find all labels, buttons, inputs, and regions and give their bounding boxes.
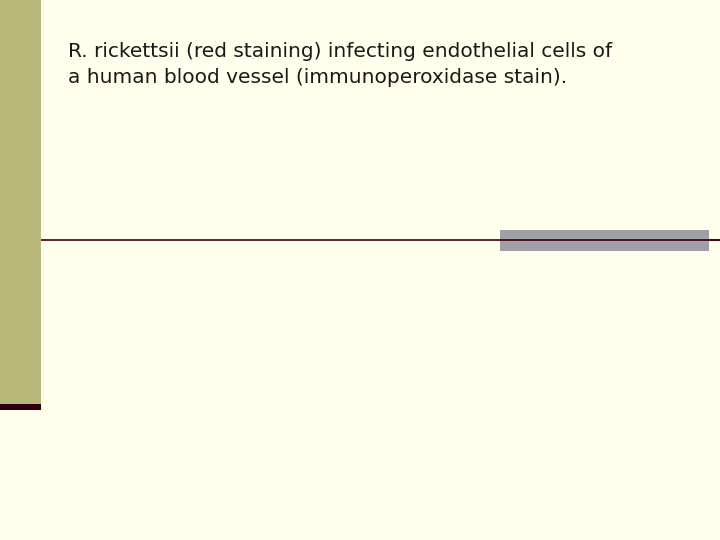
Text: R. rickettsii (red staining) infecting endothelial cells of
a human blood vessel: R. rickettsii (red staining) infecting e… (68, 43, 613, 87)
Bar (0, 0, 41, 410)
Bar (0, 404, 41, 410)
Bar (500, 230, 709, 251)
